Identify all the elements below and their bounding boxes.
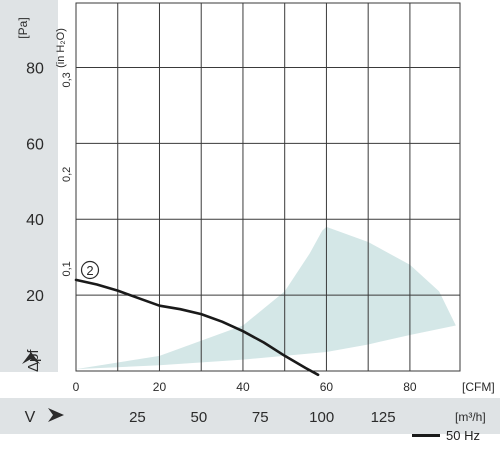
- x-tick-label-cfm: 20: [153, 380, 167, 394]
- legend: 50 Hz: [412, 428, 480, 443]
- y-tick-label-pa: 20: [26, 288, 44, 305]
- x-tick-label-m3h: 50: [190, 409, 207, 426]
- y-tick-label-inh2o: 0,2: [61, 167, 73, 182]
- plot-frame: [75, 2, 461, 372]
- x-tick-label-cfm: 0: [73, 380, 80, 394]
- y-tick-label-pa: 80: [26, 60, 44, 77]
- legend-label: 50 Hz: [446, 428, 480, 443]
- series-layer: [74, 278, 320, 377]
- y-axis-arrow-icon: [22, 352, 40, 364]
- x-tick-label-cfm: 80: [403, 380, 417, 394]
- series-line-50hz: [74, 278, 320, 377]
- y-unit-pa: [Pa]: [16, 17, 30, 38]
- legend-line-swatch: [412, 434, 441, 437]
- curve-marker: 2: [80, 260, 100, 280]
- x-tick-label-m3h: 75: [252, 409, 269, 426]
- curve-marker-circle: [80, 260, 100, 280]
- x-axis-band: [0, 398, 500, 434]
- x-axis-arrow-icon: [48, 408, 64, 422]
- y-tick-label-pa: 40: [26, 212, 44, 229]
- y-tick-label-inh2o: 0,3: [61, 72, 73, 87]
- x-tick-label-m3h: 100: [309, 409, 334, 426]
- y-tick-label-pa: 60: [26, 136, 44, 153]
- y-tick-labels: 20 40 60 80 0,1 0,2 0,3: [26, 60, 73, 305]
- grid: [75, 2, 461, 372]
- operating-region-layer: [76, 226, 456, 370]
- x-tick-label-cfm: 60: [320, 380, 334, 394]
- operating-region: [76, 226, 456, 370]
- y-unit-inh2o: (in H₂O): [55, 28, 67, 68]
- x-tick-label-cfm: 40: [236, 380, 250, 394]
- curve-marker-label: 2: [86, 263, 93, 278]
- x-unit-cfm: [CFM]: [462, 380, 495, 394]
- x-tick-labels: 0 20 40 60 80 25 50 75 100 125: [73, 380, 417, 426]
- x-tick-label-m3h: 125: [371, 409, 396, 426]
- x-axis-symbol: V: [25, 409, 36, 426]
- y-tick-label-inh2o: 0,1: [61, 261, 73, 276]
- x-unit-m3h: [m³/h]: [455, 410, 486, 424]
- x-tick-label-m3h: 25: [129, 409, 146, 426]
- y-axis-band: [0, 0, 58, 372]
